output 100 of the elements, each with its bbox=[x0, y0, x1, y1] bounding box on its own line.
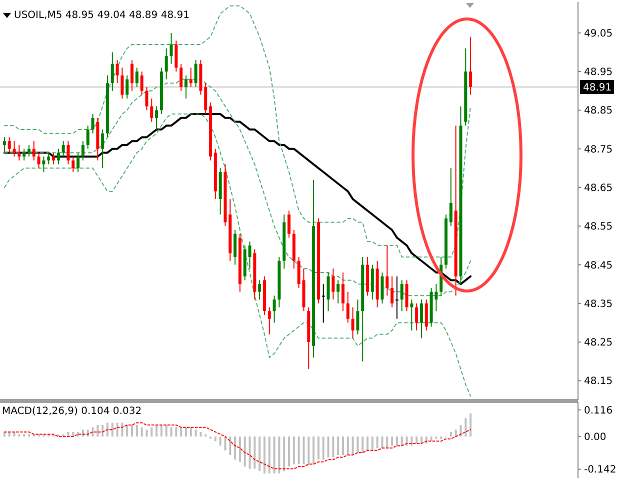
bar bbox=[219, 436, 222, 446]
candlestick bbox=[346, 291, 350, 324]
bar bbox=[28, 434, 30, 437]
y-tick-label: 48.55 bbox=[584, 222, 613, 233]
y-tick-label: 48.65 bbox=[584, 182, 613, 194]
bar bbox=[121, 422, 124, 437]
bar bbox=[244, 436, 246, 466]
candlestick bbox=[62, 140, 65, 158]
candlestick bbox=[116, 59, 119, 84]
candlestick bbox=[194, 59, 198, 88]
candlestick bbox=[390, 276, 394, 308]
line-series bbox=[4, 5, 472, 258]
y-tick-label: -0.142 bbox=[584, 464, 616, 476]
bar bbox=[273, 436, 276, 474]
candlestick bbox=[32, 140, 36, 161]
bar bbox=[430, 436, 432, 442]
bar bbox=[332, 436, 334, 458]
candlestick bbox=[415, 302, 418, 331]
candlestick bbox=[380, 272, 384, 304]
chart-title: MACD(12,26,9) 0.104 0.032 bbox=[2, 406, 142, 417]
candlestick bbox=[2, 136, 6, 154]
candlestick bbox=[126, 74, 129, 100]
candlestick bbox=[272, 295, 276, 324]
candlestick bbox=[66, 140, 70, 165]
bar bbox=[116, 422, 118, 437]
bar bbox=[420, 436, 422, 444]
bar bbox=[190, 427, 192, 437]
candlestick bbox=[27, 144, 30, 158]
candlestick bbox=[42, 156, 46, 173]
bar bbox=[396, 436, 398, 446]
bar bbox=[337, 436, 340, 455]
candlestick bbox=[174, 40, 178, 72]
y-tick-label: 0.00 bbox=[584, 432, 606, 444]
bar bbox=[454, 430, 457, 437]
bar bbox=[308, 436, 310, 464]
candlestick bbox=[469, 36, 472, 96]
bar bbox=[342, 436, 344, 455]
candlestick bbox=[76, 152, 80, 173]
candlestick bbox=[332, 268, 335, 300]
bar bbox=[278, 436, 280, 474]
candlestick bbox=[91, 114, 94, 134]
candlestick bbox=[164, 48, 168, 80]
bar bbox=[268, 436, 270, 474]
candlestick bbox=[155, 106, 158, 130]
bar bbox=[234, 436, 236, 460]
bar bbox=[165, 425, 168, 437]
bar bbox=[238, 436, 241, 462]
y-tick-label: 48.15 bbox=[584, 376, 613, 388]
candlestick bbox=[356, 299, 360, 335]
candlestick bbox=[140, 71, 144, 96]
candlestick bbox=[47, 152, 50, 165]
candlestick bbox=[424, 299, 428, 331]
line-series bbox=[4, 422, 472, 470]
bar bbox=[18, 434, 20, 437]
candlestick bbox=[386, 244, 389, 296]
bar bbox=[356, 436, 359, 453]
bar bbox=[248, 436, 251, 469]
bar bbox=[150, 427, 153, 437]
y-tick-label: 48.45 bbox=[584, 260, 613, 272]
bar bbox=[106, 422, 108, 437]
candlestick bbox=[8, 136, 11, 154]
candlestick bbox=[145, 86, 148, 111]
bar bbox=[160, 425, 162, 437]
bar bbox=[376, 436, 378, 448]
bar bbox=[82, 430, 84, 437]
bar bbox=[204, 434, 207, 437]
candlestick bbox=[81, 140, 84, 161]
bar bbox=[406, 436, 408, 446]
bar bbox=[180, 427, 182, 437]
candlestick bbox=[110, 52, 114, 92]
bar bbox=[224, 436, 226, 450]
candlestick bbox=[37, 152, 40, 169]
candlestick bbox=[370, 264, 374, 300]
candlestick bbox=[341, 272, 344, 312]
y-tick-label: 48.95 bbox=[584, 67, 613, 78]
candlestick bbox=[52, 152, 56, 165]
line-series bbox=[4, 114, 472, 397]
bar bbox=[302, 436, 305, 464]
candlestick bbox=[336, 280, 340, 304]
candlestick bbox=[135, 67, 138, 88]
bar bbox=[327, 436, 330, 458]
candlestick bbox=[22, 148, 26, 161]
bar bbox=[400, 436, 403, 446]
bar bbox=[391, 436, 394, 446]
bar bbox=[386, 436, 388, 448]
y-tick-label: 48.75 bbox=[584, 144, 613, 156]
bar bbox=[292, 436, 295, 464]
candlestick bbox=[204, 82, 208, 115]
bar bbox=[317, 436, 320, 460]
candlestick bbox=[420, 299, 423, 339]
bar bbox=[410, 436, 413, 446]
candlestick bbox=[258, 280, 262, 300]
bar bbox=[184, 427, 187, 437]
candlestick bbox=[180, 63, 183, 92]
y-tick-label: 48.25 bbox=[584, 338, 613, 349]
bar bbox=[288, 436, 290, 466]
line-series bbox=[3, 113, 472, 286]
candlestick bbox=[268, 306, 271, 335]
bar bbox=[254, 436, 256, 469]
ref-line-label: 48.91 bbox=[583, 82, 612, 94]
